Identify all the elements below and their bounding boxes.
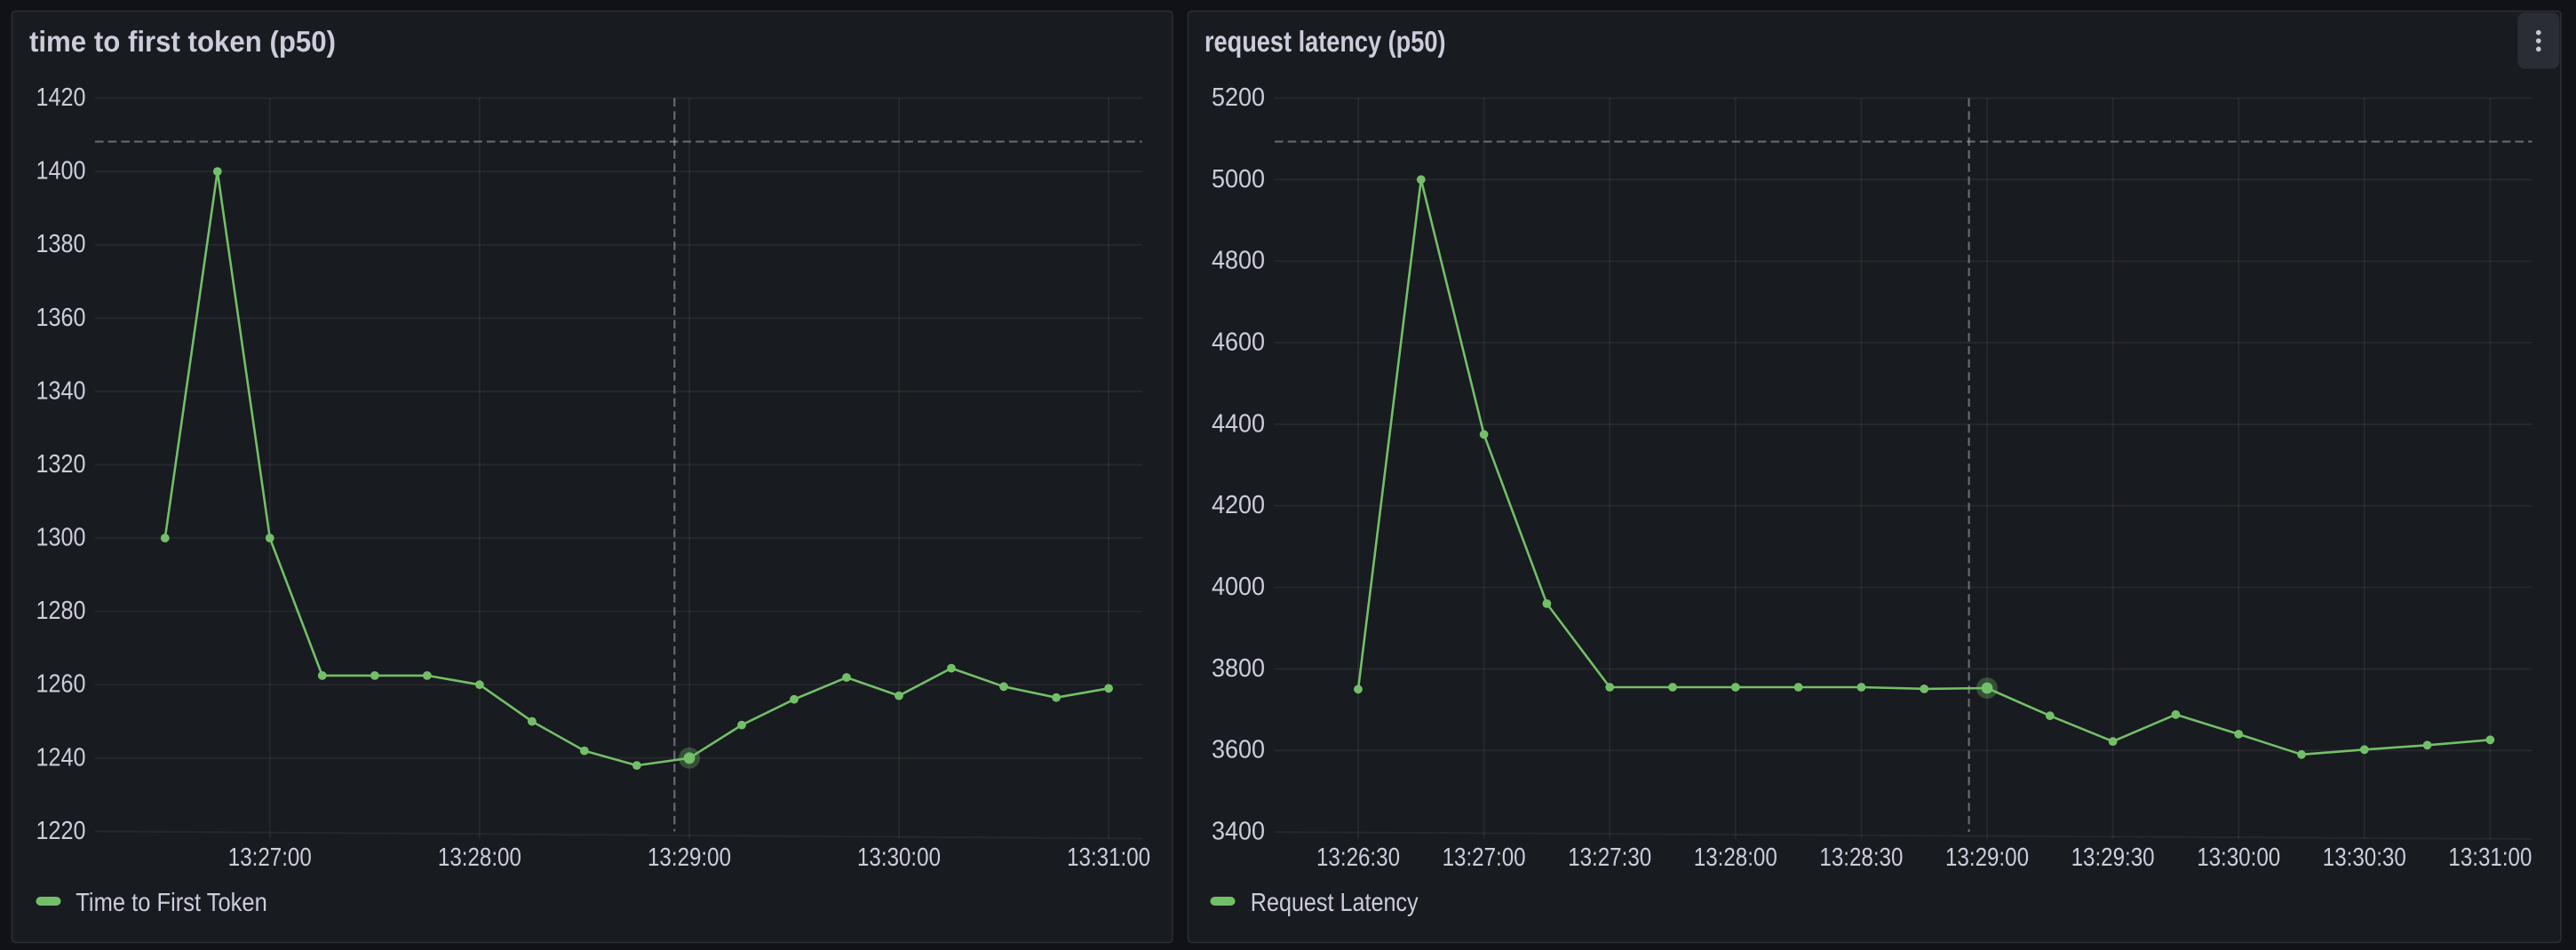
svg-text:13:29:30: 13:29:30 — [2071, 843, 2155, 872]
svg-text:4800: 4800 — [1212, 247, 1265, 275]
svg-text:4600: 4600 — [1212, 329, 1265, 357]
svg-text:time to first token (p50): time to first token (p50) — [29, 25, 336, 58]
svg-text:13:28:30: 13:28:30 — [1819, 843, 1903, 872]
svg-text:13:30:00: 13:30:00 — [857, 843, 941, 872]
svg-text:1380: 1380 — [36, 230, 86, 258]
svg-text:4000: 4000 — [1212, 573, 1265, 601]
svg-text:13:28:00: 13:28:00 — [438, 843, 521, 872]
svg-text:1400: 1400 — [36, 157, 86, 186]
svg-text:1340: 1340 — [36, 376, 86, 405]
svg-text:1240: 1240 — [36, 743, 86, 772]
svg-text:1360: 1360 — [36, 304, 86, 332]
svg-text:Time to First Token: Time to First Token — [76, 889, 266, 917]
svg-text:3800: 3800 — [1212, 654, 1265, 683]
svg-text:3600: 3600 — [1212, 736, 1265, 764]
svg-text:5200: 5200 — [1212, 83, 1265, 112]
svg-text:request latency (p50): request latency (p50) — [1205, 25, 1446, 58]
svg-text:4200: 4200 — [1212, 491, 1265, 519]
svg-text:13:27:00: 13:27:00 — [228, 843, 312, 872]
svg-text:5000: 5000 — [1212, 165, 1265, 194]
svg-text:13:31:00: 13:31:00 — [1067, 843, 1150, 872]
svg-text:Request Latency: Request Latency — [1251, 889, 1419, 917]
svg-text:13:27:00: 13:27:00 — [1443, 843, 1526, 872]
svg-text:3400: 3400 — [1212, 818, 1265, 846]
svg-text:1320: 1320 — [36, 450, 86, 479]
svg-text:13:29:00: 13:29:00 — [648, 843, 731, 872]
svg-text:1420: 1420 — [36, 83, 86, 112]
svg-text:1300: 1300 — [36, 524, 86, 552]
svg-text:13:31:00: 13:31:00 — [2448, 843, 2532, 872]
svg-text:13:29:00: 13:29:00 — [1945, 843, 2029, 872]
svg-text:1260: 1260 — [36, 670, 86, 699]
svg-text:13:30:00: 13:30:00 — [2197, 843, 2280, 872]
svg-text:1220: 1220 — [36, 817, 86, 845]
svg-text:13:30:30: 13:30:30 — [2323, 843, 2406, 872]
svg-text:13:28:00: 13:28:00 — [1694, 843, 1777, 872]
svg-text:1280: 1280 — [36, 597, 86, 625]
svg-text:4400: 4400 — [1212, 409, 1265, 438]
svg-text:13:27:30: 13:27:30 — [1568, 843, 1651, 872]
svg-text:13:26:30: 13:26:30 — [1316, 843, 1400, 872]
